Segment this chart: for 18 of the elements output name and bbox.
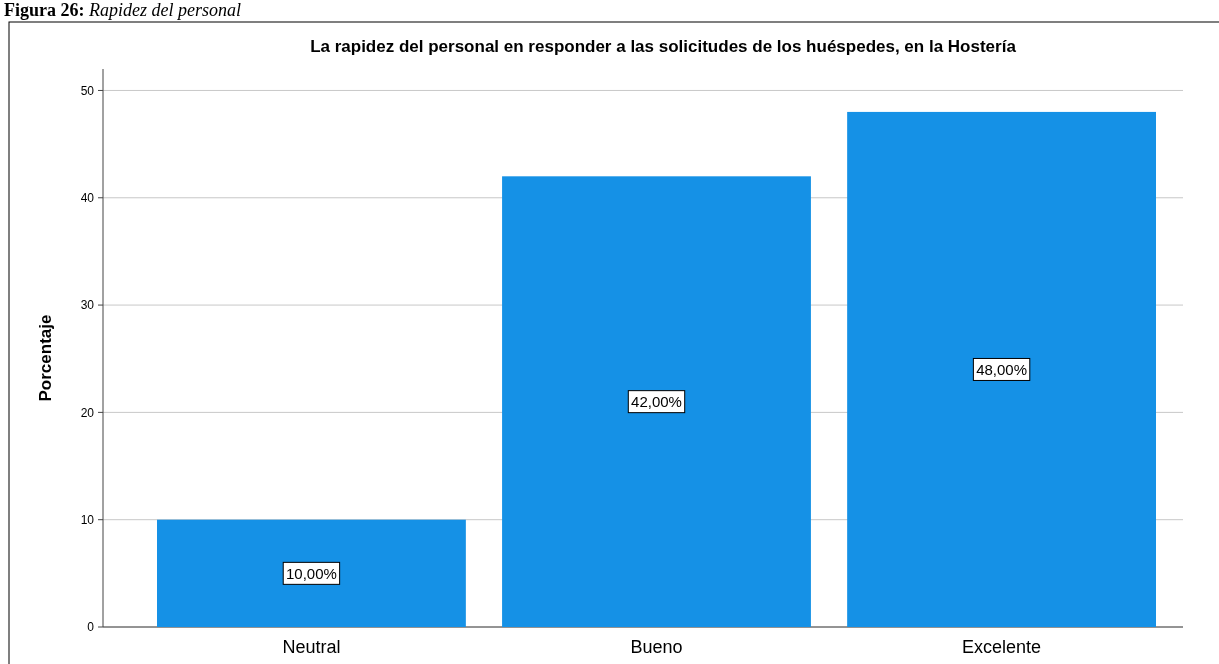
chart-title: La rapidez del personal en responder a las solicitudes de los huéspedes, en la Hostería — [310, 37, 1017, 56]
x-tick-label: Neutral — [282, 637, 341, 657]
data-label: 48,00% — [976, 360, 1028, 378]
y-tick-label: 0 — [87, 620, 95, 635]
x-tick-label: Bueno — [630, 637, 683, 657]
x-tick-label: Excelente — [962, 637, 1042, 657]
data-label: 10,00% — [285, 564, 337, 582]
y-tick-label: 50 — [80, 83, 95, 98]
y-tick-label: 10 — [80, 512, 95, 527]
bar — [847, 111, 1156, 627]
text: Figura 26: Rapidez del personal — [4, 0, 241, 20]
y-axis-title: Porcentaje — [36, 314, 55, 402]
y-tick-label: 20 — [80, 405, 95, 420]
bar — [502, 176, 811, 627]
y-tick-label: 40 — [80, 190, 95, 205]
bar — [157, 519, 466, 627]
y-tick-label: 30 — [80, 298, 95, 313]
data-label: 42,00% — [631, 392, 682, 410]
